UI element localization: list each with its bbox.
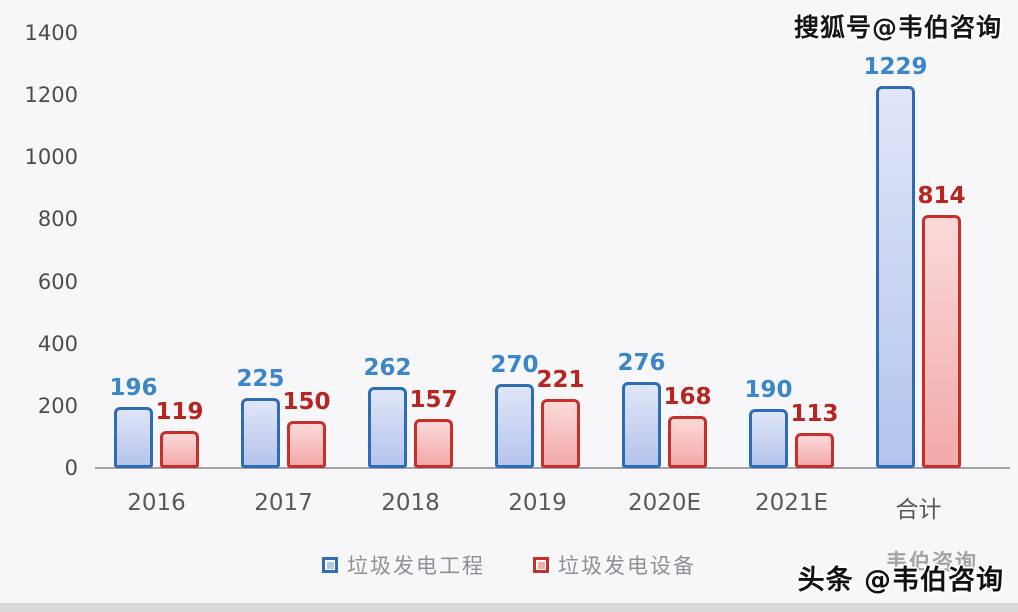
watermark-toutiao: 头条 @韦伯咨询 (797, 565, 1004, 596)
engineering-bar-合计 (876, 86, 915, 468)
legend-item-equipment: 垃圾发电设备 (533, 550, 696, 580)
engineering-value-label-2020E: 276 (617, 350, 666, 377)
engineering-value-label-2017: 225 (236, 366, 285, 393)
equipment-bar-2016 (160, 431, 199, 468)
engineering-value-label-2018: 262 (363, 354, 412, 381)
x-label-2019: 2019 (508, 490, 567, 516)
engineering-bar-2017 (241, 398, 280, 468)
y-tick-1200: 1200 (24, 83, 78, 108)
equipment-value-label-2016: 119 (155, 399, 204, 426)
y-tick-400: 400 (37, 331, 78, 356)
chart-legend: 垃圾发电工程 垃圾发电设备 (0, 550, 1018, 580)
equipment-value-label-2021E: 113 (790, 400, 839, 427)
engineering-value-label-2019: 270 (490, 352, 539, 379)
equipment-bar-2021E (795, 432, 834, 468)
x-label-合计: 合计 (895, 497, 942, 523)
equipment-value-label-2019: 221 (536, 367, 585, 394)
legend-marker-blue-icon (322, 557, 338, 573)
watermark-sohu: 搜狐号@韦伯咨询 (793, 13, 1002, 42)
equipment-value-label-2017: 150 (282, 389, 331, 416)
equipment-bar-2018 (414, 419, 453, 468)
y-tick-200: 200 (37, 393, 78, 418)
legend-item-engineering: 垃圾发电工程 (322, 550, 485, 580)
watermark-weibo-faint: 韦伯咨询 (886, 550, 978, 574)
engineering-bar-2016 (114, 407, 153, 468)
equipment-bar-2019 (541, 399, 580, 468)
engineering-bar-2020E (622, 382, 661, 468)
x-label-2017: 2017 (254, 490, 313, 516)
bottom-strip (0, 603, 1018, 612)
engineering-value-label-2021E: 190 (744, 376, 793, 403)
x-label-2018: 2018 (381, 490, 440, 516)
y-tick-1400: 1400 (24, 21, 78, 45)
y-tick-1000: 1000 (24, 145, 78, 170)
engineering-value-label-2016: 196 (109, 375, 158, 402)
equipment-value-label-2018: 157 (409, 387, 458, 414)
equipment-bar-2017 (287, 421, 326, 468)
y-tick-0: 0 (64, 456, 78, 480)
x-label-2020E: 2020E (627, 490, 702, 516)
x-label-2016: 2016 (127, 490, 186, 516)
equipment-bar-合计 (922, 215, 961, 468)
x-label-2021E: 2021E (754, 490, 829, 516)
equipment-value-label-2020E: 168 (663, 383, 712, 410)
equipment-bar-2020E (668, 415, 707, 468)
engineering-bar-2019 (495, 384, 534, 468)
y-tick-800: 800 (37, 207, 78, 232)
legend-marker-red-icon (533, 557, 549, 573)
engineering-value-label-合计: 1229 (863, 54, 928, 81)
engineering-bar-2018 (368, 386, 407, 468)
legend-label-engineering: 垃圾发电工程 (347, 554, 485, 578)
engineering-bar-2021E (749, 408, 788, 468)
legend-label-equipment: 垃圾发电设备 (558, 554, 696, 578)
x-axis-line (95, 467, 1010, 469)
equipment-value-label-合计: 814 (917, 183, 966, 210)
y-tick-600: 600 (37, 269, 78, 294)
